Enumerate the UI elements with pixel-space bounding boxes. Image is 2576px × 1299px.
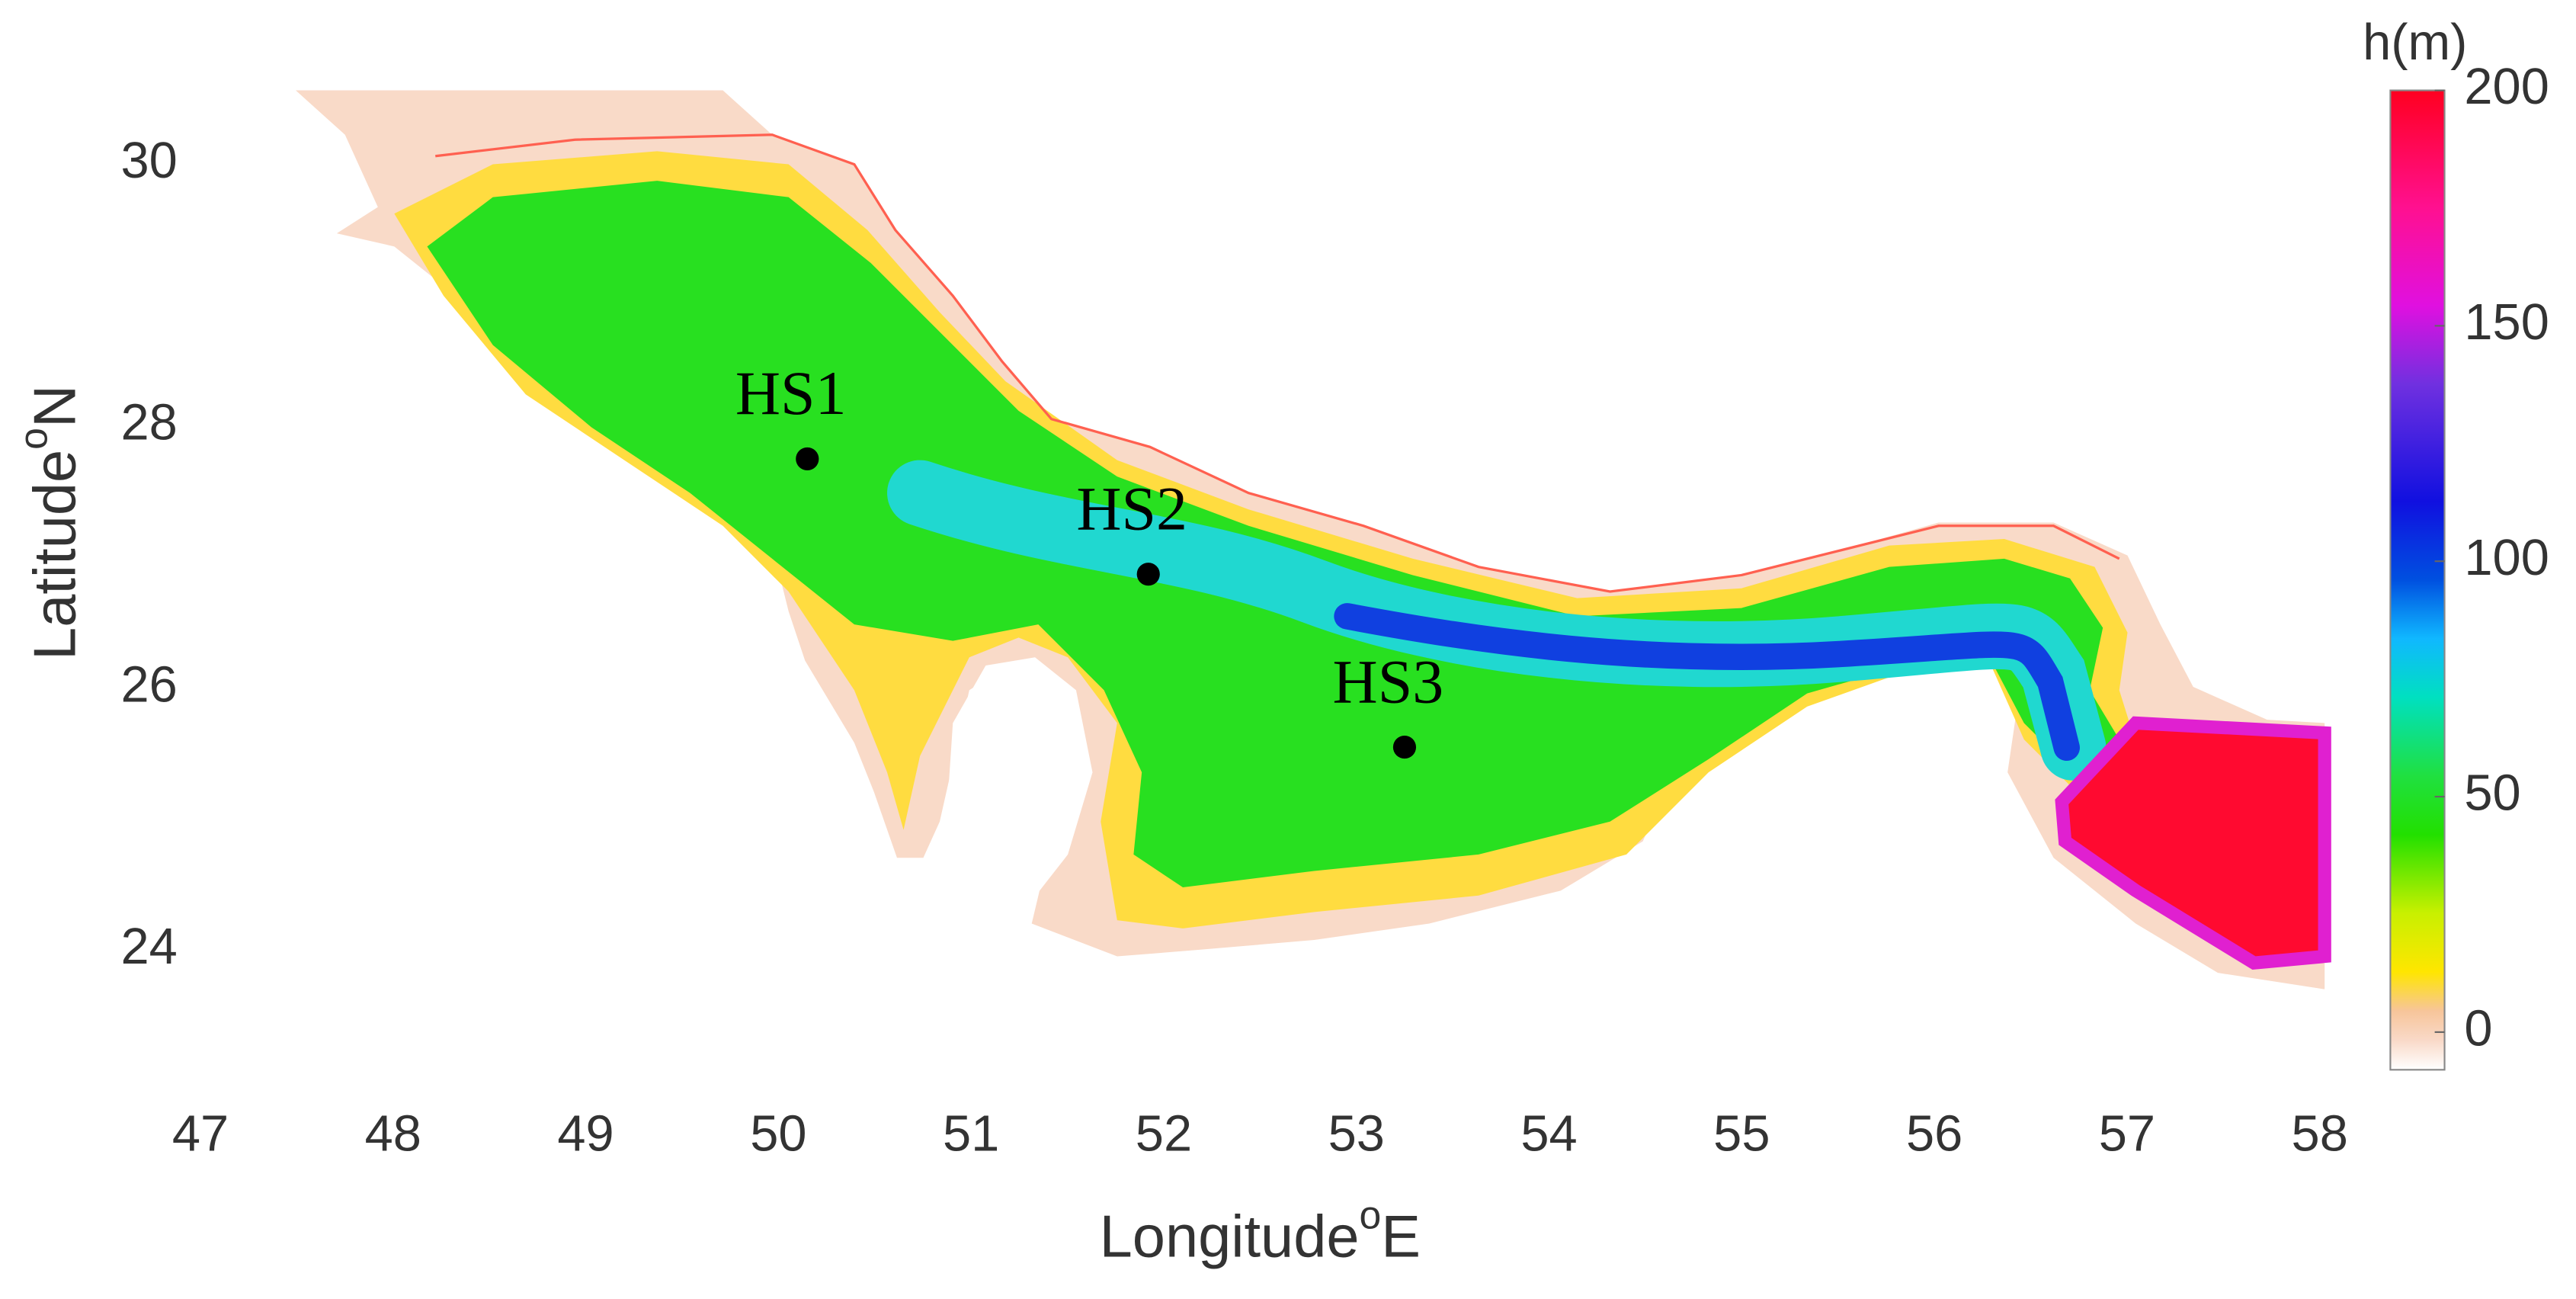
y-axis-label: LatitudeoN [11,385,88,660]
land [946,657,1093,907]
colorbar-tick-label: 50 [2464,765,2520,822]
x-label-text: Longitude [1100,1204,1360,1269]
y-tick-label: 24 [120,919,177,975]
colorbar-tick-label: 100 [2464,530,2549,586]
station-marker [1392,735,1417,759]
colorbar [2389,89,2446,1071]
station-marker [1136,563,1160,586]
x-tick-label: 55 [1713,1105,1770,1162]
x-tick-label: 47 [172,1105,229,1162]
boundary [435,133,2120,593]
x-tick-label: 48 [365,1105,421,1162]
colorbar-tick-label: 150 [2464,294,2549,351]
x-tick-label: 53 [1328,1105,1385,1162]
x-label-unit: E [1381,1204,1421,1269]
x-tick-label: 57 [2099,1105,2155,1162]
station-label: HS2 [1076,473,1187,543]
y-tick-label: 28 [120,395,177,451]
x-tick-label: 52 [1136,1105,1192,1162]
y-label-sup: o [11,428,55,450]
y-tick-label: 26 [120,656,177,713]
station-label: HS3 [1333,646,1444,716]
colorbar-tick-label: 200 [2464,59,2549,115]
x-tick-label: 49 [557,1105,614,1162]
bathymetry [296,90,2331,989]
mid-depth [427,181,2119,888]
gulf-of-oman-deep [2055,716,2331,970]
deeper-channel [1334,603,2080,762]
colorbar-label: h(m) [2363,14,2467,71]
x-tick-label: 50 [750,1105,806,1162]
station-label: HS1 [735,358,847,428]
x-tick-label: 58 [2292,1105,2348,1162]
colorbar-tick-label: 0 [2464,1001,2492,1057]
station-marker [796,447,819,471]
y-label-text: Latitude [22,450,88,660]
y-label-unit: N [22,385,88,428]
y-tick-label: 30 [120,133,177,189]
x-tick-label: 54 [1520,1105,1577,1162]
x-axis-label: LongitudeoE [1100,1192,1421,1269]
x-label-sup: o [1360,1192,1382,1236]
x-tick-label: 51 [943,1105,999,1162]
x-tick-label: 56 [1906,1105,1962,1162]
